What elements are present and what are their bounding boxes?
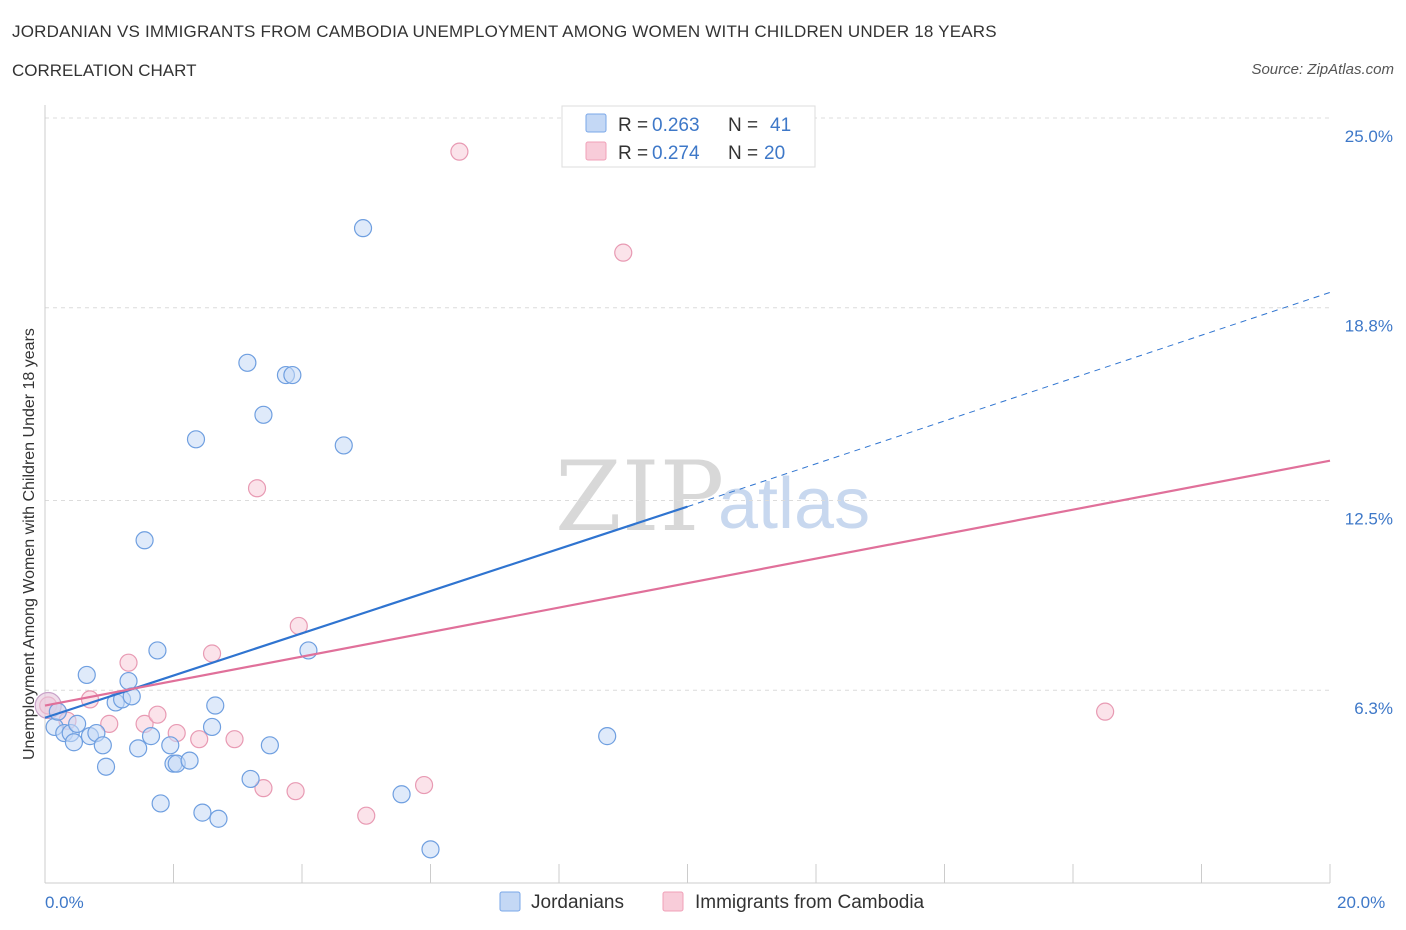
jordanian-point [283,365,302,385]
bottom-legend: Jordanians Immigrants from Cambodia [499,891,925,913]
chart-title: JORDANIAN VS IMMIGRANTS FROM CAMBODIA UN… [12,22,997,41]
cambodia-point [286,782,305,801]
cambodia-point [614,243,633,262]
cambodia-point [148,705,167,724]
y-tick-label: 6.3% [1354,699,1393,718]
jordanian-point [193,803,212,822]
cambodia-point [357,806,376,825]
jordanian-point [209,809,228,828]
jordanian-trend-extension [687,291,1331,508]
x-tick-label-max: 20.0% [1337,893,1385,912]
cambodia-point [225,730,244,749]
jordanian-point [141,727,161,746]
jordanian-point [180,751,199,770]
cambodia-point [190,730,209,749]
y-tick-label: 18.8% [1345,317,1393,336]
cambodia-point [254,779,273,798]
jordanian-points [45,219,617,859]
jordanian-point [96,757,116,776]
chart-subtitle: CORRELATION CHART [12,61,197,80]
axes [44,105,1331,884]
jordanian-point [129,739,148,758]
jordanian-point [93,736,112,755]
jordanian-point [64,733,84,752]
y-axis-label: Unemployment Among Women with Children U… [21,328,38,760]
jordanian-point [151,794,170,813]
legend-box: R = 0.263 N = 41 R = 0.274 N = 20 [561,105,816,168]
bottom-legend-jordanians: Jordanians [531,892,624,913]
bottom-legend-swatch-cambodia [662,891,684,912]
jordanian-point [353,219,373,238]
jordanian-point [68,714,87,733]
legend-swatch-jordanians [585,113,607,133]
cambodia-point [100,714,119,733]
watermark-atlas: atlas [718,464,870,544]
cambodia-point [1096,702,1115,721]
jordanian-point [238,353,257,372]
source-label: Source: ZipAtlas.com [1251,61,1394,78]
jordanian-point [135,531,154,550]
cambodia-point [202,644,222,663]
jordanian-point [334,436,353,455]
jordanian-point [161,736,180,755]
grid-lines [45,117,1330,691]
jordanian-point [392,785,411,804]
bottom-legend-swatch-jordanians [499,891,521,912]
jordanian-point [77,665,96,685]
legend-n-label-1: N = [728,115,758,136]
jordanian-point [254,405,273,424]
legend-n-value-1: 41 [770,115,791,136]
jordanian-trend-line [44,505,688,719]
bottom-legend-cambodia: Immigrants from Cambodia [695,892,925,913]
jordanian-point [186,430,206,449]
jordanian-point [260,736,279,755]
legend-r-value-2: 0.274 [652,143,700,164]
y-tick-labels: 6.3% 12.5% 18.8% 25.0% [1345,127,1393,718]
cambodia-point [119,653,138,672]
y-tick-label: 12.5% [1345,510,1393,529]
cambodia-point [414,775,434,795]
jordanian-point [202,717,222,737]
y-tick-label: 25.0% [1345,127,1393,146]
watermark-zip: ZIP [555,441,724,553]
legend-r-value-1: 0.263 [652,115,700,136]
jordanian-point [421,840,440,859]
legend-n-label-2: N = [728,143,758,164]
x-tick-label-min: 0.0% [45,893,84,912]
jordanian-point [122,687,141,706]
jordanian-point [206,696,225,715]
legend-n-value-2: 20 [764,143,785,164]
jordanian-point [598,727,617,746]
legend-r-label-2: R = [618,143,648,164]
jordanian-point [148,641,167,660]
jordanian-point [119,671,138,691]
cambodia-point [247,479,267,498]
jordanian-point [241,769,260,789]
legend-r-label-1: R = [618,115,648,136]
cambodia-point [450,142,469,161]
legend-swatch-cambodia [585,141,607,161]
trend-lines [44,291,1331,719]
cambodia-trend-line [44,459,1331,707]
